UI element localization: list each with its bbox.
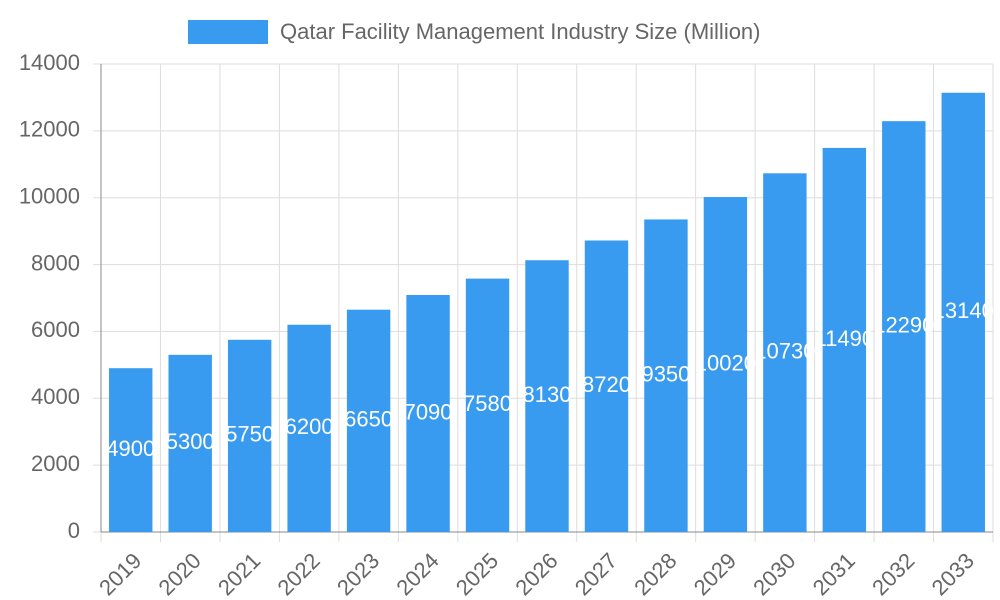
bar	[168, 354, 212, 532]
bar	[465, 278, 510, 532]
x-tick-label: 2023	[332, 548, 384, 600]
data-label: 5750	[225, 422, 274, 447]
data-label: 11490	[815, 326, 875, 351]
data-label: 8130	[523, 382, 572, 407]
x-tick-label: 2029	[689, 548, 741, 600]
legend-swatch	[188, 20, 268, 44]
x-tick-label: 2019	[94, 548, 146, 600]
bar	[644, 219, 688, 532]
x-tick-label: 2022	[272, 548, 324, 600]
data-label: 6200	[285, 414, 334, 439]
x-tick-label: 2031	[808, 548, 860, 600]
y-tick-label: 14000	[19, 50, 80, 75]
y-tick-label: 10000	[19, 184, 80, 209]
data-label: 7090	[404, 399, 453, 424]
bar	[525, 260, 569, 532]
x-tick-label: 2021	[213, 548, 265, 600]
bar	[406, 294, 450, 532]
x-tick-label: 2033	[927, 548, 979, 600]
x-tick-label: 2027	[570, 548, 622, 600]
data-label: 5300	[166, 429, 215, 454]
data-label: 7580	[463, 391, 512, 416]
bar	[287, 324, 331, 532]
data-label: 9350	[641, 362, 690, 387]
x-tick-label: 2024	[391, 548, 443, 600]
bar	[703, 197, 748, 532]
x-tick-label: 2030	[748, 548, 800, 600]
legend-label: Qatar Facility Management Industry Size …	[280, 19, 761, 44]
data-label: 6650	[344, 407, 393, 432]
bar	[822, 147, 867, 533]
bar	[882, 121, 926, 533]
bar	[584, 240, 629, 532]
x-tick-label: 2028	[629, 548, 681, 600]
data-label: 4900	[106, 436, 155, 461]
bar	[941, 92, 985, 533]
y-tick-label: 4000	[31, 384, 80, 409]
data-label: 10020	[695, 350, 756, 375]
x-tick-label: 2026	[510, 548, 562, 600]
y-tick-label: 8000	[31, 250, 80, 275]
y-tick-label: 12000	[19, 117, 80, 142]
x-tick-label: 2020	[154, 548, 206, 600]
bar	[763, 173, 807, 532]
x-tick-label: 2032	[867, 548, 919, 600]
y-tick-label: 6000	[31, 317, 80, 342]
data-label: 8720	[582, 372, 631, 397]
x-tick-label: 2025	[451, 548, 503, 600]
data-label: 10730	[754, 338, 815, 363]
bar	[346, 309, 391, 532]
bar	[227, 339, 272, 532]
data-label: 13140	[933, 298, 994, 323]
y-tick-label: 2000	[31, 451, 80, 476]
y-tick-label: 0	[68, 518, 80, 543]
data-label: 12290	[873, 312, 934, 337]
bar	[109, 368, 153, 532]
